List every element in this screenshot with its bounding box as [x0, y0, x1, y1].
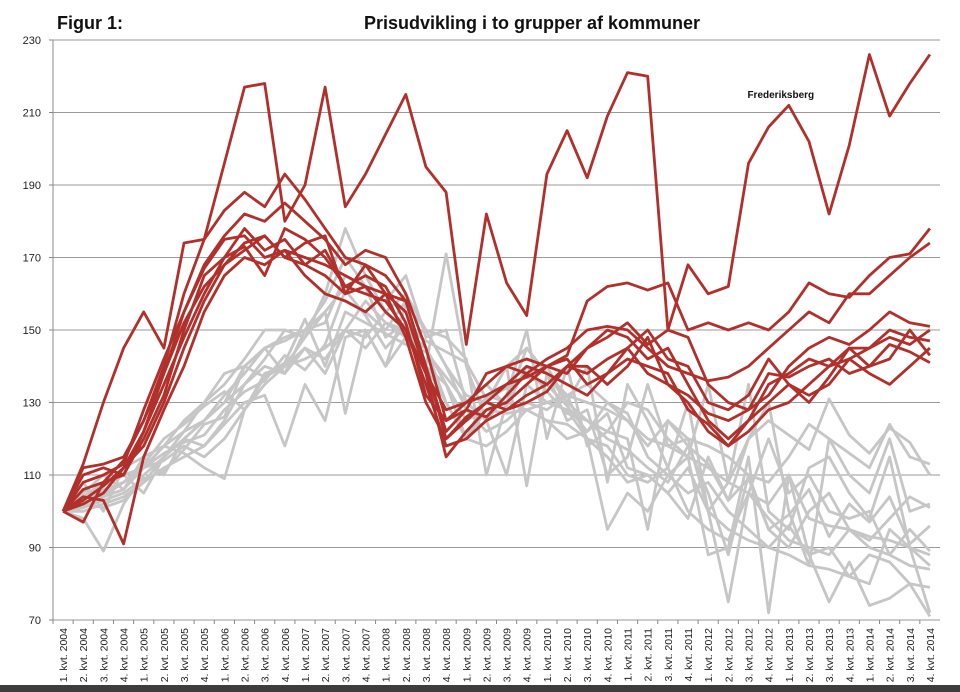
x-tick-label: 3. kvt. 2014 — [905, 628, 917, 682]
x-tick-label: 2. kvt. 2004 — [78, 628, 90, 682]
y-axis: 70 90 110 130 150 170 190 210 230 — [23, 35, 54, 627]
x-tick-label: 1. kvt. 2011 — [623, 628, 635, 682]
bottom-band — [0, 685, 960, 692]
y-tick-label: 110 — [23, 470, 41, 482]
x-tick-label: 3. kvt. 2007 — [340, 628, 352, 682]
x-tick-label: 1. kvt. 2005 — [139, 628, 151, 682]
x-tick-label: 4. kvt. 2011 — [683, 628, 695, 682]
x-tick-label: 1. kvt. 2004 — [58, 628, 70, 682]
x-tick-label: 3. kvt. 2012 — [743, 628, 755, 682]
chart-title: Prisudvikling i to grupper af kommuner — [364, 13, 700, 33]
annotation-label: Frederiksberg — [747, 90, 814, 101]
x-tick-label: 3. kvt. 2008 — [421, 628, 433, 682]
y-tick-label: 150 — [23, 325, 41, 337]
x-tick-label: 2. kvt. 2010 — [562, 628, 574, 682]
series-line-red-4 — [62, 227, 931, 524]
x-tick-label: 2. kvt. 2013 — [804, 628, 816, 682]
gridlines — [53, 39, 940, 621]
x-tick-label: 1. kvt. 2013 — [784, 628, 796, 682]
y-tick-label: 90 — [29, 543, 41, 555]
x-axis: 1. kvt. 2004 2. kvt. 2004 3. kvt. 2004 4. k… — [52, 620, 937, 682]
series-line-grey-10 — [62, 292, 931, 557]
y-tick-label: 70 — [29, 615, 41, 627]
x-tick-label: 4. kvt. 2012 — [764, 628, 776, 682]
figure-label: Figur 1: — [57, 13, 123, 33]
x-tick-label: 4. kvt. 2004 — [119, 628, 131, 682]
x-tick-label: 2. kvt. 2008 — [401, 628, 413, 682]
y-tick-label: 170 — [23, 253, 41, 265]
x-tick-label: 3. kvt. 2005 — [179, 628, 191, 682]
x-tick-label: 1. kvt. 2014 — [864, 628, 876, 682]
x-tick-label: 1. kvt. 2009 — [461, 628, 473, 682]
series-line-red-2 — [61, 172, 931, 512]
series-line-grey-8 — [62, 292, 931, 513]
x-tick-label: 1. kvt. 2010 — [542, 628, 554, 682]
series-line-red-3 — [61, 201, 931, 513]
x-tick-label: 4. kvt. 2014 — [925, 628, 937, 682]
x-tick-label: 4. kvt. 2010 — [602, 628, 614, 682]
x-tick-label: 2. kvt. 2007 — [320, 628, 332, 682]
x-tick-label: 3. kvt. 2011 — [663, 628, 675, 682]
series-line-grey-5 — [62, 321, 931, 557]
series-line-frederiksberg — [61, 53, 932, 512]
y-tick-label: 210 — [23, 108, 41, 120]
x-tick-label: 3. kvt. 2006 — [260, 628, 272, 682]
x-tick-label: 3. kvt. 2009 — [502, 628, 514, 682]
x-tick-label: 4. kvt. 2006 — [280, 628, 292, 682]
x-tick-label: 2. kvt. 2006 — [240, 628, 252, 682]
x-tick-label: 4. kvt. 2013 — [844, 628, 856, 682]
y-tick-label: 130 — [23, 398, 41, 410]
series-line-red-8 — [62, 234, 931, 513]
x-tick-label: 2. kvt. 2012 — [723, 628, 735, 682]
x-tick-label: 2. kvt. 2011 — [643, 628, 655, 682]
y-tick-label: 230 — [23, 35, 41, 47]
x-tick-label: 3. kvt. 2004 — [98, 628, 110, 682]
x-tick-label: 1. kvt. 2008 — [381, 628, 393, 682]
x-tick-label: 3. kvt. 2013 — [824, 628, 836, 682]
x-tick-label: 4. kvt. 2007 — [360, 628, 372, 682]
x-tick-label: 2. kvt. 2009 — [481, 628, 493, 682]
x-tick-label: 4. kvt. 2009 — [522, 628, 534, 682]
annotations: Frederiksberg — [747, 90, 814, 101]
x-tick-label: 3. kvt. 2010 — [582, 628, 594, 682]
x-tick-label: 1. kvt. 2006 — [219, 628, 231, 682]
x-tick-label: 2. kvt. 2014 — [885, 628, 897, 682]
series-lines — [61, 53, 932, 618]
x-tick-label: 2. kvt. 2005 — [159, 628, 171, 682]
x-tick-label: 1. kvt. 2007 — [300, 628, 312, 682]
x-tick-label: 4. kvt. 2008 — [441, 628, 453, 682]
y-tick-label: 190 — [23, 180, 41, 192]
x-tick-label: 1. kvt. 2012 — [703, 628, 715, 682]
x-tick-label: 4. kvt. 2005 — [199, 628, 211, 682]
series-line-red-7 — [61, 227, 931, 512]
series-line-red-9 — [62, 234, 931, 513]
